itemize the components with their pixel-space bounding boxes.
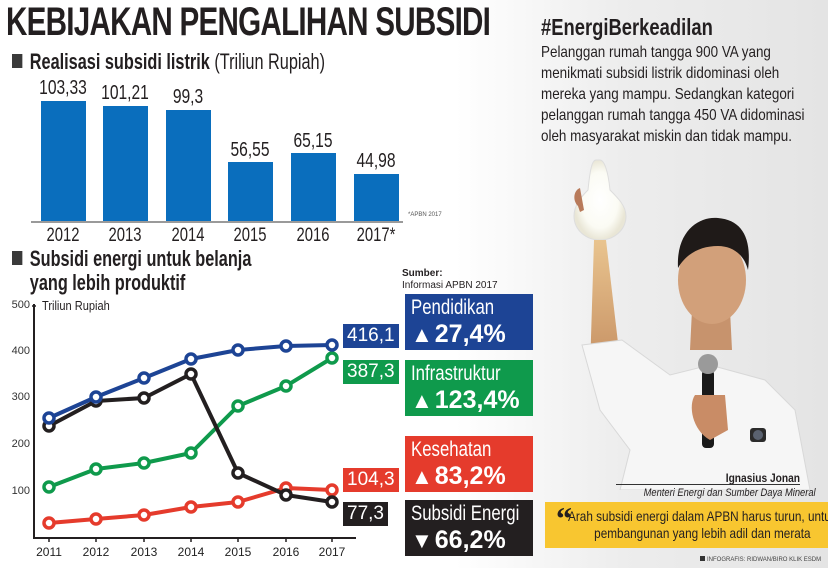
source-value: Informasi APBN 2017 [402, 280, 498, 291]
series-infrastruktur [42, 351, 339, 494]
line-chart: Triliun Rupiah 500 400 300 200 100 [0, 0, 400, 568]
bar-chart-heading-unit: (Triliun Rupiah) [209, 49, 326, 74]
square-bullet-icon [700, 556, 705, 561]
line-chart-heading-line1: Subsidi energi untuk belanja [29, 246, 252, 271]
bar-2017 [354, 174, 399, 221]
bar-2013 [103, 106, 148, 221]
hashtag-heading: #EnergiBerkeadilan [541, 14, 713, 40]
bar-value-label: 99,3 [172, 86, 204, 108]
end-value-kesehatan: 104,3 [343, 468, 399, 492]
y-tick-label: 200 [11, 438, 30, 450]
end-value-infrastruktur: 387,3 [343, 360, 399, 384]
minister-photo [573, 159, 811, 490]
x-tick-label: 2016 [272, 545, 300, 559]
bar-chart-baseline [31, 221, 403, 223]
x-tick-label: 2012 [82, 545, 110, 559]
credit-line: INFOGRAFIS: RIDWAN/BIRO KLIK ESDM [700, 556, 821, 563]
legend-infrastruktur: Infrastruktur ▲123,4% [405, 360, 533, 416]
source-label: Sumber: [402, 268, 443, 279]
bar-year-label: 2013 [108, 225, 142, 246]
bar-chart-heading-bold: Realisasi subsidi listrik [29, 49, 210, 74]
series-pendidikan [42, 338, 339, 425]
series-subsidi-energi [42, 367, 339, 509]
line-chart-plot [32, 304, 356, 542]
bar-year-label: 2017* [356, 225, 396, 246]
name-divider [616, 484, 800, 485]
quote-box [545, 502, 828, 548]
x-tick-label: 2015 [224, 545, 252, 559]
square-bullet-icon [12, 54, 23, 68]
line-chart-heading: Subsidi energi untuk belanja yang lebih … [12, 247, 251, 295]
credit-text: INFOGRAFIS: RIDWAN/BIRO KLIK ESDM [707, 557, 822, 563]
bar-2015 [228, 162, 273, 221]
legend-name: Kesehatan [411, 438, 492, 461]
x-tick-label: 2013 [130, 545, 158, 559]
legend-percent: 27,4% [434, 320, 506, 348]
line-chart-heading-line2: yang lebih produktif [29, 270, 186, 295]
apbn-footnote: *APBN 2017 [408, 212, 442, 218]
legend-kesehatan: Kesehatan ▲83,2% [405, 436, 533, 492]
description-text: Pelanggan rumah tangga 900 VA yang menik… [541, 44, 805, 145]
y-tick-label: 500 [11, 299, 30, 311]
source-note: Sumber: Informasi APBN 2017 [402, 268, 498, 292]
legend-pendidikan: Pendidikan ▲27,4% [405, 294, 533, 350]
up-triangle-icon: ▲ [411, 464, 433, 489]
x-tick-label: 2011 [36, 545, 62, 559]
y-tick-label: 100 [11, 485, 30, 497]
bar-chart: 103,33 101,21 99,3 56,55 65,15 44,98 *AP… [0, 0, 442, 246]
person-role: Menteri Energi dan Sumber Daya Mineral [643, 487, 816, 499]
end-value-subsidi-energi: 77,3 [343, 502, 388, 526]
legend-name: Infrastruktur [411, 362, 501, 385]
bar-value-label: 103,33 [39, 77, 87, 99]
square-bullet-icon [12, 251, 23, 265]
bar-value-label: 65,15 [293, 130, 333, 152]
x-tick-label: 2017 [318, 545, 346, 559]
y-axis-unit-label: Triliun Rupiah [42, 298, 110, 313]
legend-percent: 123,4% [434, 386, 520, 414]
bar-2016 [291, 153, 336, 221]
bar-year-label: 2015 [233, 225, 267, 246]
bar-year-label: 2016 [296, 225, 330, 246]
legend-subsidi-energi: Subsidi Energi ▼66,2% [405, 500, 533, 556]
bar-value-label: 44,98 [356, 150, 396, 172]
bar-value-label: 56,55 [230, 139, 270, 161]
page-title: KEBIJAKAN PENGALIHAN SUBSIDI [6, 0, 491, 44]
up-triangle-icon: ▲ [411, 388, 433, 413]
legend-percent: 66,2% [434, 526, 506, 554]
bar-chart-heading: Realisasi subsidi listrik (Triliun Rupia… [12, 50, 325, 74]
up-triangle-icon: ▲ [411, 322, 433, 347]
x-tick-label: 2014 [177, 545, 205, 559]
quote-mark-icon: “ [556, 500, 572, 536]
quote-text: Arah subsidi energi dalam APBN harus tur… [568, 508, 828, 541]
bar-2012 [41, 101, 86, 221]
bar-value-label: 101,21 [101, 82, 149, 104]
bar-year-label: 2014 [171, 225, 205, 246]
y-tick-label: 300 [11, 391, 30, 403]
bar-2014 [166, 110, 211, 221]
y-tick-label: 400 [11, 345, 30, 357]
legend-percent: 83,2% [434, 462, 506, 490]
end-value-pendidikan: 416,1 [343, 324, 399, 348]
legend-name: Pendidikan [411, 296, 495, 319]
legend-name: Subsidi Energi [411, 502, 520, 525]
person-name: Ignasius Jonan [725, 471, 800, 485]
down-triangle-icon: ▼ [411, 528, 433, 553]
series-kesehatan [42, 481, 339, 530]
bar-year-label: 2012 [46, 225, 80, 246]
